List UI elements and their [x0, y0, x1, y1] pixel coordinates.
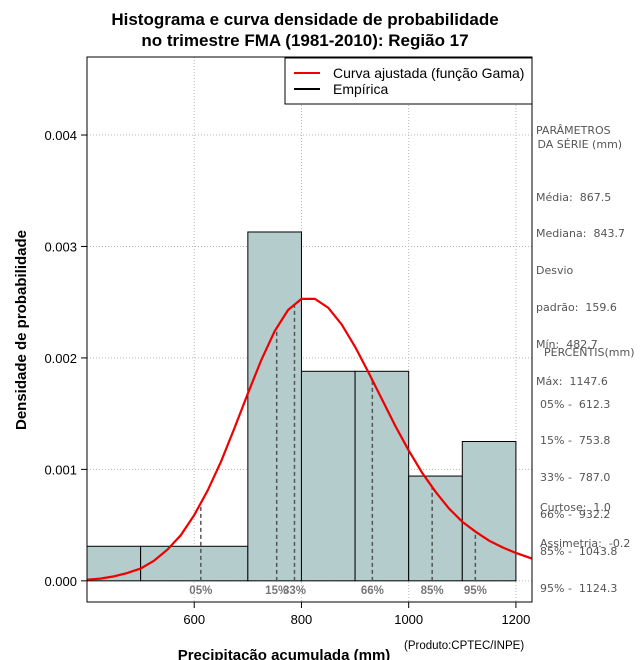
percentis-heading: PERCENTIS(mm) — [544, 346, 635, 359]
percentile-label: 85% — [421, 585, 444, 597]
histogram-bar — [247, 231, 302, 582]
histogram-bar — [86, 545, 142, 582]
percentil-66: 66% - 932.2 — [540, 508, 611, 522]
percentis-list: 05% - 612.3 15% - 753.8 33% - 787.0 66% … — [540, 374, 617, 608]
param-padrao: padrão: 159.6 — [536, 301, 617, 315]
percentile-label: 66% — [361, 585, 384, 597]
y-axis-label: Densidade de probabilidade — [13, 230, 30, 430]
histogram-bar — [408, 475, 463, 582]
param-mediana: Mediana: 843.7 — [536, 227, 625, 241]
percentile-label: 15% — [265, 585, 288, 597]
stat-assimetria: Assimetria: -0.2 — [540, 537, 631, 551]
percentil-85: 85% - 1043.8 — [540, 545, 618, 559]
percentile-label: 33% — [283, 585, 306, 597]
y-tick-label: 0.001 — [44, 462, 77, 477]
product-credit: (Produto:CPTEC/INPE) — [404, 640, 525, 652]
param-media: Média: 867.5 — [536, 190, 612, 204]
percentile-layer: 05% 15%33% 66% 85% 95% — [189, 304, 487, 597]
params-heading: PARÂMETROS — [536, 124, 611, 137]
histogram-bar — [354, 370, 410, 582]
x-tick-label: 600 — [183, 612, 205, 627]
param-max: Máx: 1147.6 — [536, 375, 608, 389]
legend: Curva ajustada (função Gama) Empírica — [284, 57, 533, 105]
stat-curtose: Curtose: 1.0 — [540, 500, 611, 514]
percentil-05: 05% - 612.3 — [540, 397, 611, 411]
curve-layer — [86, 297, 533, 581]
percentil-33: 33% - 787.0 — [540, 471, 611, 485]
plot-frame — [86, 56, 533, 603]
percentile-label: 95% — [464, 585, 487, 597]
params-subheading: DA SÉRIE (mm) — [534, 138, 623, 151]
axes-layer: 600 800 1000 1200 0.000 0.001 0.002 0.003 0.004 — [44, 56, 533, 627]
histogram-bar — [140, 545, 249, 582]
histogram-bar — [300, 370, 356, 582]
chart-title-line2: no trimestre FMA (1981-2010): Região 17 — [141, 31, 469, 50]
x-tick-label: 1000 — [394, 612, 423, 627]
legend-curve-label: Curva ajustada (função Gama) — [333, 65, 524, 81]
percentile-label: 05% — [189, 585, 212, 597]
y-tick-label: 0.003 — [44, 239, 77, 254]
y-tick-label: 0.000 — [44, 574, 77, 589]
x-tick-label: 800 — [291, 612, 313, 627]
x-tick-label: 1200 — [501, 612, 530, 627]
params-list: Média: 867.5 Mediana: 843.7 Desvio padrã… — [536, 167, 625, 401]
bars-layer — [86, 231, 517, 582]
y-tick-label: 0.004 — [44, 128, 77, 143]
param-desvio: Desvio — [536, 264, 574, 278]
chart-title-line1: Histograma e curva densidade de probabil… — [111, 10, 499, 29]
percentil-15: 15% - 753.8 — [540, 434, 611, 448]
param-min: Mín: 482.7 — [536, 338, 598, 352]
y-tick-label: 0.002 — [44, 351, 77, 366]
x-axis-label: Precipitação acumulada (mm) — [178, 647, 391, 660]
fitted-curve-line — [86, 297, 533, 581]
legend-box — [284, 57, 533, 105]
shape-stats: Curtose: 1.0 Assimetria: -0.2 — [540, 477, 630, 563]
legend-empirical-label: Empírica — [333, 81, 388, 97]
histogram-bar — [461, 441, 517, 582]
percentil-95: 95% - 1124.3 — [540, 582, 618, 596]
